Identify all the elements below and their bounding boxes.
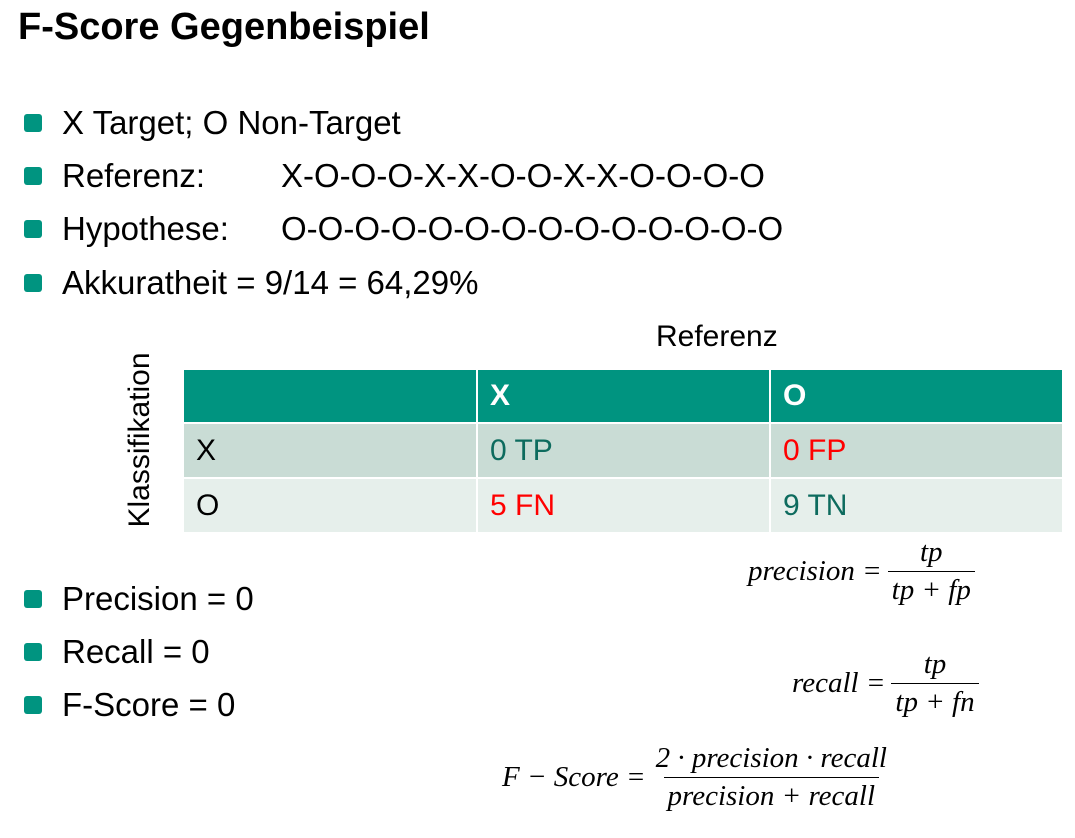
bullet-label: Recall = 0 <box>62 633 210 670</box>
table-header-cell <box>184 370 478 423</box>
cell-fn: 5 FN <box>477 477 771 532</box>
bullet-item-recall: Recall = 0 <box>24 633 210 671</box>
bullet-label: X Target; O Non-Target <box>62 104 401 141</box>
bullet-item-fscore: F-Score = 0 <box>24 686 235 724</box>
formula-recall: recall = tp tp + fn <box>792 648 979 719</box>
formula-fscore: F − Score = 2 · precision · recall preci… <box>502 742 891 813</box>
bullet-label: Precision = 0 <box>62 580 254 617</box>
formula-lhs: precision = <box>748 555 882 587</box>
cell-fp: 0 FP <box>770 422 1062 478</box>
bullet-label: Akkuratheit = 9/14 = 64,29% <box>62 264 479 301</box>
sequence-hypothese: O-O-O-O-O-O-O-O-O-O-O-O-O-O <box>281 210 784 247</box>
bullet-square-icon <box>24 274 42 292</box>
formula-numerator: tp <box>923 648 947 680</box>
table-row: O 5 FN 9 TN <box>184 477 1062 532</box>
row-label: O <box>184 477 478 532</box>
bullet-square-icon <box>24 696 42 714</box>
table-header-row: X O <box>184 370 1062 423</box>
bullet-item-targets: X Target; O Non-Target <box>24 104 401 142</box>
formula-numerator: tp <box>919 536 943 568</box>
formula-denominator: tp + fp <box>887 571 975 607</box>
bullet-square-icon <box>24 590 42 608</box>
formula-fraction: 2 · precision · recall precision + recal… <box>652 742 891 813</box>
bullet-square-icon <box>24 167 42 185</box>
cell-tp: 0 TP <box>477 422 771 478</box>
slide-title: F-Score Gegenbeispiel <box>18 6 430 48</box>
table-row: X 0 TP 0 FP <box>184 422 1062 478</box>
formula-precision: precision = tp tp + fp <box>748 536 975 607</box>
bullet-item-hypothese: Hypothese: O-O-O-O-O-O-O-O-O-O-O-O-O-O <box>24 210 783 248</box>
bullet-label: F-Score = 0 <box>62 686 236 723</box>
formula-numerator: 2 · precision · recall <box>655 742 887 774</box>
formula-lhs: F − Score = <box>502 761 646 793</box>
bullet-label: Referenz: <box>62 157 206 194</box>
bullet-square-icon <box>24 643 42 661</box>
formula-denominator: tp + fn <box>891 683 979 719</box>
formula-fraction: tp tp + fn <box>891 648 979 719</box>
bullet-label: Hypothese: <box>62 210 229 247</box>
bullet-item-precision: Precision = 0 <box>24 580 254 618</box>
table-header-cell: X <box>477 370 771 423</box>
formula-lhs: recall = <box>792 667 886 699</box>
row-label: X <box>184 422 478 478</box>
bullet-square-icon <box>24 220 42 238</box>
bullet-square-icon <box>24 114 42 132</box>
bullet-item-referenz: Referenz: X-O-O-O-X-X-O-O-X-X-O-O-O-O <box>24 157 765 195</box>
sequence-referenz: X-O-O-O-X-X-O-O-X-X-O-O-O-O <box>281 157 765 194</box>
table-side-label: Klassifikation <box>123 352 156 528</box>
cell-tn: 9 TN <box>770 477 1062 532</box>
formula-denominator: precision + recall <box>663 777 880 813</box>
table-header-cell: O <box>770 370 1062 423</box>
bullet-item-akkuratheit: Akkuratheit = 9/14 = 64,29% <box>24 264 478 302</box>
confusion-matrix: X O X 0 TP 0 FP O 5 FN 9 TN <box>184 370 1062 532</box>
formula-fraction: tp tp + fp <box>887 536 975 607</box>
table-top-label: Referenz <box>656 320 778 353</box>
